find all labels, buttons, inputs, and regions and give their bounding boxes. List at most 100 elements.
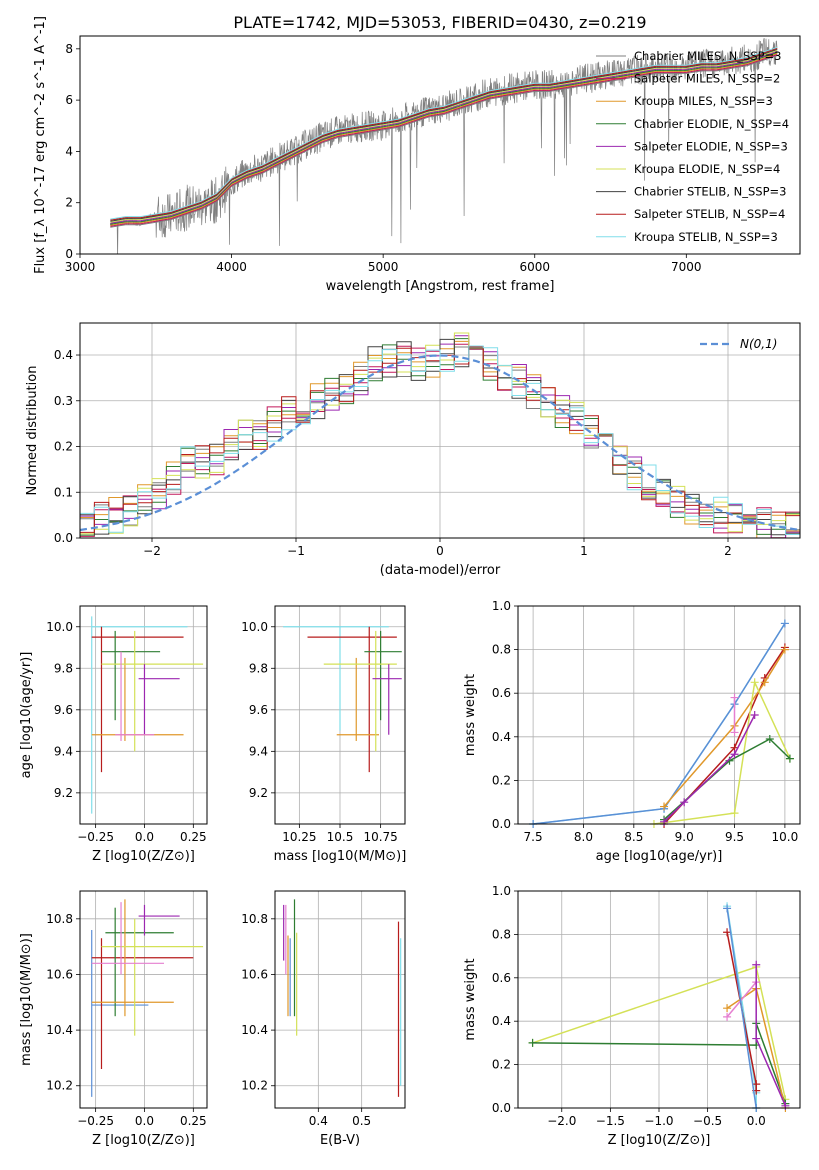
y-tick-label: 0.0 <box>492 1101 511 1115</box>
weight-marker <box>752 960 761 969</box>
y-tick-label: 10.8 <box>46 912 73 926</box>
x-tick-label: 10.5 <box>327 830 354 844</box>
histograms <box>80 332 800 538</box>
x-tick-label: −2 <box>143 544 161 558</box>
x-tick-label: 0.0 <box>747 1114 766 1128</box>
y-axis-label: mass weight <box>463 958 478 1040</box>
y-tick-label: 6 <box>65 93 73 107</box>
model-line-1 <box>110 54 778 227</box>
data-point <box>105 907 174 1017</box>
y-tick-label: 4 <box>65 144 73 158</box>
panel-mass-vs-Z: −0.25 0.0 0.25 10.2 10.4 10.6 10.8 Z [log10(Z/Z… <box>19 890 208 1148</box>
legend-label: Chabrier MILES, N_SSP=3 <box>634 49 781 63</box>
plot-area <box>529 619 794 828</box>
weight-marker <box>780 645 789 654</box>
y-axis-label: Normed distribution <box>25 366 40 496</box>
y-tick-label: 9.8 <box>54 661 73 675</box>
weight-marker <box>730 728 739 737</box>
axes-frame <box>79 890 208 1109</box>
model-line-2 <box>110 52 778 226</box>
model-line-8 <box>110 46 778 220</box>
x-tick-label: 1 <box>580 544 588 558</box>
x-tick-label: 10.75 <box>363 830 397 844</box>
y-tick-label: 10.6 <box>46 967 73 981</box>
weight-marker <box>730 693 739 702</box>
weight-series-6 <box>660 711 759 826</box>
axes-frame <box>517 890 801 1109</box>
data-point <box>115 651 155 741</box>
x-axis-label: E(B-V) <box>320 1133 360 1148</box>
y-tick-label: 9.6 <box>249 703 268 717</box>
model-line-4 <box>110 50 778 224</box>
weight-marker <box>750 711 759 719</box>
x-tick-label: 10.25 <box>282 830 316 844</box>
legend-label: N(0,1) <box>740 337 777 351</box>
model-line-6 <box>110 48 778 222</box>
x-tick-label: 9.5 <box>725 830 744 844</box>
weight-marker <box>765 734 774 743</box>
x-tick-label: 6000 <box>519 260 550 274</box>
panels: 3000 4000 5000 6000 7000 0 2 4 6 8 wavelength [Ang… <box>19 16 801 1148</box>
plot-area <box>91 899 204 1097</box>
data-point <box>91 657 184 741</box>
y-tick-label: 0.8 <box>492 927 511 941</box>
plot-area <box>80 332 800 538</box>
y-tick-label: 0.4 <box>492 1014 511 1028</box>
y-axis-label: Flux [f_λ 10^-17 erg cm^-2 s^-1 A^-1] <box>33 16 48 274</box>
plot-area <box>528 902 790 1112</box>
data-point <box>307 626 397 773</box>
y-tick-label: 9.4 <box>249 744 268 758</box>
legend-label: Salpeter ELODIE, N_SSP=3 <box>634 139 788 153</box>
x-tick-label: 8.0 <box>574 830 593 844</box>
x-tick-label: 0 <box>436 544 444 558</box>
y-tick-label: 10.2 <box>46 1079 73 1093</box>
y-tick-label: 0.2 <box>492 773 511 787</box>
panel-residuals: −2 −1 0 1 2 0.0 0.1 0.2 0.3 0.4 (data-model)/error… <box>25 322 801 578</box>
weight-marker <box>760 678 769 687</box>
y-tick-label: 10.2 <box>241 1079 268 1093</box>
axes-frame <box>274 890 406 1109</box>
panel-mass-weight-vs-age: 7.5 8.0 8.5 9.0 9.5 10.0 0.0 0.2 0.4 0.6 0.8 1.0 age… <box>463 599 801 864</box>
weight-line <box>533 623 786 825</box>
x-tick-label: 10.0 <box>772 830 799 844</box>
x-axis-label: (data-model)/error <box>380 563 501 578</box>
weight-line <box>663 646 786 825</box>
y-axis-label: mass [log10(M/M⊙)] <box>19 933 34 1066</box>
y-tick-label: 10.6 <box>241 967 268 981</box>
model-line-3 <box>110 51 778 225</box>
weight-line <box>726 981 757 1018</box>
x-tick-label: 5000 <box>368 260 399 274</box>
y-tick-label: 0.4 <box>54 348 73 362</box>
axes-frame <box>79 605 208 825</box>
plot-area <box>283 899 402 1097</box>
weight-marker <box>752 1034 761 1043</box>
y-tick-label: 10.4 <box>241 1023 268 1037</box>
normal-curve <box>80 354 800 532</box>
weight-marker <box>680 798 689 807</box>
y-axis-label: age [log10(age/yr)] <box>19 652 34 779</box>
axes-frame <box>274 605 406 825</box>
weight-marker <box>723 1012 732 1021</box>
error-bars <box>283 899 402 1097</box>
data-point <box>138 904 180 936</box>
x-tick-label: −1 <box>287 544 305 558</box>
y-tick-label: 9.6 <box>54 703 73 717</box>
y-tick-label: 10.8 <box>241 912 268 926</box>
y-tick-label: 0.2 <box>54 440 73 454</box>
y-tick-label: 0.1 <box>54 485 73 499</box>
legend-label: Kroupa STELIB, N_SSP=3 <box>634 230 778 244</box>
x-tick-label: 4000 <box>216 260 247 274</box>
plot-area <box>109 37 778 254</box>
y-tick-label: 0.3 <box>54 394 73 408</box>
y-tick-label: 2 <box>65 196 73 210</box>
data-point <box>101 918 204 1036</box>
panel-mass-weight-vs-Z: −2.0 −1.5 −1.0 −0.5 0.0 0.0 0.2 0.4 0.6 0.8 1.0 Z [… <box>463 884 801 1148</box>
x-axis-label: Z [log10(Z/Z⊙)] <box>608 1133 711 1148</box>
panel-spectrum: 3000 4000 5000 6000 7000 0 2 4 6 8 wavelength [Ang… <box>33 16 801 294</box>
data-point <box>91 626 184 773</box>
axes-frame <box>79 35 801 255</box>
plot-area <box>283 626 402 773</box>
error-bars <box>91 616 204 814</box>
legend-label: Chabrier ELODIE, N_SSP=4 <box>634 117 789 131</box>
